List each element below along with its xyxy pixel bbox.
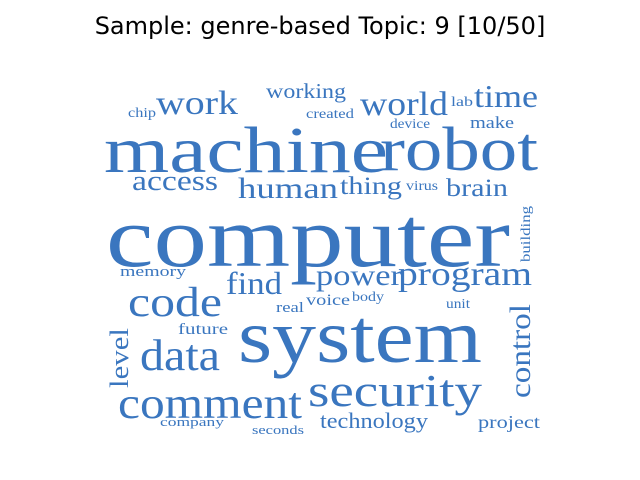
word-brain: brain bbox=[446, 175, 509, 202]
word-memory: memory bbox=[120, 264, 187, 280]
word-comment: comment bbox=[118, 379, 302, 428]
word-voice: voice bbox=[306, 292, 350, 309]
word-created: created bbox=[306, 107, 354, 122]
word-time: time bbox=[474, 78, 538, 114]
word-project: project bbox=[478, 412, 540, 432]
word-body: body bbox=[352, 290, 384, 305]
word-virus: virus bbox=[406, 179, 438, 194]
word-control: control bbox=[504, 304, 537, 398]
word-company: company bbox=[160, 414, 225, 429]
word-level: level bbox=[105, 328, 134, 388]
word-unit: unit bbox=[446, 297, 470, 312]
word-system: system bbox=[238, 295, 482, 379]
word-robot: robot bbox=[380, 116, 538, 184]
word-program: program bbox=[398, 256, 532, 293]
word-device: device bbox=[390, 117, 430, 132]
word-find: find bbox=[226, 265, 282, 301]
word-real: real bbox=[276, 300, 304, 316]
word-code: code bbox=[128, 280, 222, 326]
word-machine: machine bbox=[104, 114, 388, 187]
word-seconds: seconds bbox=[252, 422, 304, 437]
word-chip: chip bbox=[128, 106, 156, 121]
word-power: power bbox=[316, 259, 402, 292]
word-thing: thing bbox=[340, 173, 403, 200]
word-working: working bbox=[266, 79, 347, 103]
word-work: work bbox=[156, 85, 238, 122]
word-building: building bbox=[519, 206, 534, 262]
word-world: world bbox=[360, 86, 448, 123]
word-make: make bbox=[470, 113, 514, 132]
word-lab: lab bbox=[451, 95, 473, 110]
word-technology: technology bbox=[320, 408, 428, 433]
word-future: future bbox=[178, 321, 228, 338]
word-access: access bbox=[132, 166, 218, 197]
word-human: human bbox=[238, 172, 338, 205]
chart-title: Sample: genre-based Topic: 9 [10/50] bbox=[94, 12, 546, 40]
word-security: security bbox=[308, 365, 482, 416]
word-computer: computer bbox=[106, 189, 510, 285]
word-data: data bbox=[140, 331, 220, 380]
